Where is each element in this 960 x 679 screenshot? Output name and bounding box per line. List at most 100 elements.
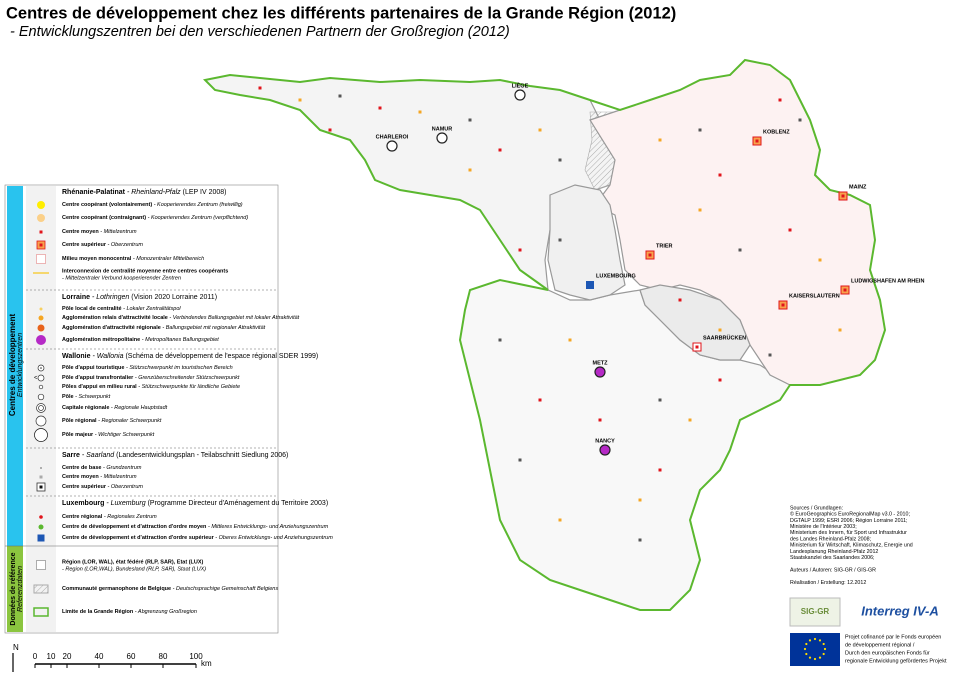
settlement-marker (698, 128, 702, 132)
settlement-marker (688, 418, 692, 422)
legend-symbol (38, 315, 44, 321)
city-label: TRIER (656, 243, 673, 249)
section-title: Sarre - Saarland (Landesentwicklungsplan… (62, 452, 288, 459)
text-fr: Centre de développement et d'attraction … (62, 524, 207, 530)
legend-symbol (34, 428, 48, 442)
legend: Centres de développement Entwicklungszen… (4, 184, 279, 634)
section-title: Wallonie - Wallonia (Schéma de développe… (62, 353, 318, 360)
legend-symbol (40, 467, 42, 469)
legend-symbol (37, 393, 45, 401)
logo-text: SIG-GR (801, 607, 830, 616)
legend-band (7, 546, 23, 632)
city-label: KOBLENZ (763, 129, 790, 135)
city-marker (755, 139, 759, 143)
eu-star (823, 647, 827, 651)
legend-symbol (40, 367, 42, 369)
text-de: - Oberes Entwicklungs- und Anziehungszen… (215, 535, 333, 541)
eu-star (805, 652, 808, 656)
settlement-marker (658, 398, 662, 402)
eu-star (808, 656, 812, 659)
text-de: - Ballungsgebiet mit regionaler Attrakti… (162, 325, 265, 331)
text-de: - Wallonia (92, 353, 123, 360)
text-de: - Lothringen (92, 294, 129, 301)
settlement-marker (518, 458, 522, 462)
settlement-marker (558, 158, 562, 162)
subtitle: - Entwicklungszentren bei den verschiede… (10, 24, 510, 40)
legend-item: Pôle - Schwerpunkt (62, 394, 111, 400)
legend-item: Centre supérieur - Oberzentrum (62, 484, 143, 490)
eu-star (808, 639, 812, 642)
city-label: LUDWIGSHAFEN AM RHEIN (851, 278, 924, 284)
settlement-marker (718, 378, 722, 382)
legend-item: Milieu moyen monocentral - Monozentraler… (62, 256, 204, 262)
sources-line: DGTALP 1999; ESRI 2006; Région Lorraine … (790, 518, 908, 524)
eu-note: Projet cofinancé par le Fonds européen (845, 634, 941, 640)
legend-item: Centre de base - Grundzentrum (62, 465, 142, 471)
sources-line: Ministère de l'Intérieur 2003; (790, 524, 857, 530)
eu-star (805, 642, 808, 646)
eu-star (813, 637, 817, 641)
legend-symbol (39, 475, 43, 479)
eu-note: regionale Entwicklung gefördertes Projek… (845, 658, 947, 664)
group-label: Données de référence (10, 552, 17, 625)
settlement-marker (538, 398, 542, 402)
settlement-marker (768, 353, 772, 357)
settlement-marker (468, 118, 472, 122)
text-de: - Schwerpunkt (75, 394, 111, 400)
legend-item: Pôles d'appui en milieu rural - Stützsch… (62, 384, 240, 390)
settlement-marker (718, 173, 722, 177)
legend-item: Capitale régionale - Regionale Hauptstad… (62, 405, 168, 411)
section-title: Lorraine - Lothringen (Vision 2020 Lorra… (62, 294, 217, 301)
sources-line: Réalisation / Erstellung: 12.2012 (790, 580, 866, 586)
legend-symbol (37, 201, 45, 209)
legend-item: Centre de développement et d'attraction … (62, 524, 329, 530)
text-fr: Centre régional (62, 514, 103, 520)
sources-line: Sources / Grundlagen: (790, 505, 843, 511)
city-marker (436, 132, 448, 144)
legend-item: Agglomération métropolitaine - Metropoli… (62, 337, 219, 343)
legend-item: Centre supérieur - Oberzentrum (62, 242, 143, 248)
text-de: - Abgrenzung Großregion (135, 609, 197, 615)
scale-label: 60 (127, 652, 136, 661)
legend-symbol (39, 230, 43, 234)
legend-symbol (37, 374, 45, 382)
settlement-marker (298, 98, 302, 102)
city-label: LUXEMBOURG (596, 273, 636, 279)
city-marker (841, 194, 845, 198)
settlement-marker (258, 86, 262, 90)
text-de: - Kooperierendes Zentrum (verpflichtend) (148, 215, 249, 221)
text-de: - Regionales Zentrum (104, 514, 157, 520)
text-de: - Oberzentrum (108, 242, 144, 248)
settlement-marker (558, 238, 562, 242)
text-de: - Regionaler Schwerpunkt (98, 418, 162, 424)
legend-item: - Region (LOR,WAL), Bundesland (RLP, SAR… (62, 566, 206, 572)
legend-band (7, 186, 23, 546)
text-fr: Rhénanie-Palatinat (62, 189, 126, 196)
legend-item: Centre coopérant (volontairement) - Koop… (62, 202, 243, 208)
group-label: Referenzdaten (17, 566, 24, 612)
scale-unit: km (201, 659, 212, 668)
text-fr: Communauté germanophone de Belgique (62, 586, 171, 592)
legend-item: Interconnexion de centralité moyenne ent… (62, 268, 228, 274)
settlement-marker (738, 248, 742, 252)
eu-star (803, 647, 807, 651)
legend-item: Pôle majeur - Wichtiger Schwerpunkt (62, 432, 155, 438)
text-fr: Centre moyen (62, 474, 99, 480)
city-label: KAISERSLAUTERN (789, 293, 840, 299)
text-fr: Pôles d'appui en milieu rural (62, 384, 137, 390)
text-fr: Pôle d'appui transfrontalier (62, 375, 134, 381)
eu-star (818, 639, 822, 642)
text-de: - Metropolitanes Ballungsgebiet (142, 337, 220, 343)
settlement-marker (558, 518, 562, 522)
legend-item: Agglomération relais d'attractivité loca… (62, 315, 300, 321)
text-de: - Lokaler Zentralitätspol (123, 306, 181, 312)
text-de: - Monozentraler Mittelbereich (133, 256, 204, 262)
city-label: METZ (593, 360, 609, 366)
text-fr: Pôle majeur (62, 432, 94, 438)
city-marker (843, 288, 847, 292)
legend-item: Agglomération d'attractivité régionale -… (62, 325, 266, 331)
legend-item: Limite de la Grande Région - Abgrenzung … (62, 609, 197, 615)
legend-symbol (39, 243, 43, 247)
sources-line: Landesplanung Rheinland-Pfalz 2012 (790, 549, 878, 555)
legend-item: Centre de développement et d'attraction … (62, 535, 333, 541)
